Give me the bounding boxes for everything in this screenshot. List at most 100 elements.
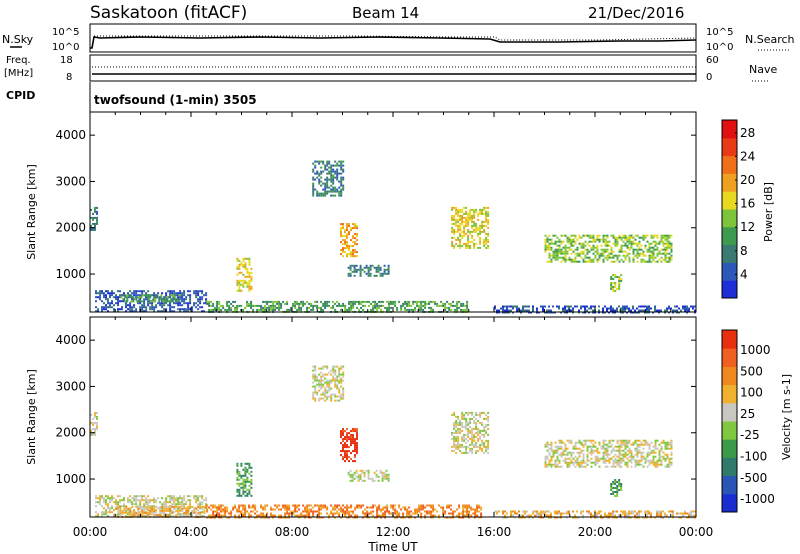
power-cell — [628, 238, 631, 241]
power-cell — [368, 304, 371, 307]
power-cell — [377, 266, 380, 269]
velocity-cell — [646, 465, 649, 468]
velocity-cell — [610, 457, 613, 460]
velocity-cell — [654, 451, 657, 454]
velocity-cell — [556, 457, 559, 460]
velocity-cell — [107, 503, 109, 506]
velocity-cell — [334, 383, 337, 386]
velocity-cell — [161, 497, 164, 500]
velocity-cell — [582, 453, 585, 456]
power-cell — [622, 254, 625, 257]
velocity-cell — [580, 451, 583, 454]
velocity-cell — [347, 471, 350, 474]
velocity-cell — [568, 451, 571, 454]
power-cell — [487, 234, 490, 237]
power-cell — [463, 234, 466, 237]
power-cell — [388, 300, 391, 303]
power-cell — [463, 242, 466, 245]
power-cell — [408, 308, 411, 311]
velocity-cell — [487, 441, 490, 444]
velocity-cell — [548, 447, 551, 450]
power-cell — [578, 242, 581, 245]
velocity-cell — [624, 447, 627, 450]
power-cell — [236, 265, 239, 268]
power-cell — [644, 236, 647, 239]
power-cell — [576, 254, 579, 257]
power-cell — [175, 294, 178, 297]
power-cell — [424, 302, 427, 305]
velocity-cell — [199, 501, 202, 504]
power-cell — [451, 214, 454, 217]
power-cell — [230, 306, 233, 309]
velocity-cell — [147, 513, 150, 516]
velocity-cell — [351, 477, 354, 480]
velocity-cell — [570, 459, 573, 462]
power-cell — [141, 292, 144, 295]
velocity-cell — [145, 503, 148, 506]
velocity-cell — [590, 461, 593, 464]
velocity-cell — [157, 507, 160, 510]
power-cell — [558, 305, 560, 308]
power-cell — [612, 254, 615, 257]
power-cell — [127, 304, 129, 307]
velocity-cell — [362, 510, 365, 513]
power-cell — [312, 308, 315, 311]
power-cell — [183, 290, 186, 293]
velocity-cell — [608, 461, 611, 464]
velocity-cell — [558, 445, 561, 448]
velocity-cell — [468, 506, 471, 509]
power-cell — [471, 226, 474, 229]
velocity-cell — [351, 479, 354, 482]
velocity-cell — [416, 508, 419, 511]
power-cell — [602, 307, 604, 310]
power-cell — [418, 308, 421, 311]
velocity-cell — [471, 431, 474, 434]
velocity-cell — [352, 436, 354, 439]
power-cell — [302, 304, 305, 307]
power-cell — [124, 294, 127, 297]
velocity-cell — [163, 507, 166, 510]
power-cell — [636, 252, 639, 255]
power-cell — [312, 192, 315, 195]
power-cell — [596, 252, 599, 255]
power-cell — [328, 166, 331, 169]
velocity-cell — [381, 471, 384, 474]
velocity-cell — [181, 513, 184, 516]
velocity-cell — [129, 507, 132, 510]
power-cell — [350, 304, 353, 307]
velocity-cell — [670, 443, 673, 446]
power-cell — [554, 250, 557, 253]
power-cell — [608, 256, 611, 259]
power-cell — [670, 258, 673, 261]
power-cell — [324, 184, 327, 187]
power-cell — [193, 292, 196, 295]
power-cell — [648, 242, 651, 245]
velocity-cell — [480, 512, 483, 515]
power-cell — [379, 266, 382, 269]
power-cell — [582, 252, 585, 255]
velocity-cell — [147, 501, 150, 504]
velocity-cell — [475, 425, 478, 428]
velocity-cell — [520, 514, 522, 517]
power-cell — [328, 178, 331, 181]
power-cell — [193, 290, 196, 293]
power-cell — [195, 306, 198, 309]
velocity-cell — [318, 385, 321, 388]
power-cell — [540, 305, 542, 308]
power-cell — [536, 307, 538, 310]
velocity-cell — [620, 439, 623, 442]
power-cell — [358, 300, 361, 303]
velocity-cell — [205, 499, 208, 502]
velocity-cell — [382, 512, 385, 515]
velocity-cell — [183, 497, 186, 500]
power-cell — [125, 306, 127, 309]
velocity-cell — [562, 459, 565, 462]
power-cell — [280, 302, 283, 305]
power-cell — [183, 292, 186, 295]
power-cell — [105, 304, 107, 307]
power-cell — [177, 304, 180, 307]
velocity-cell — [133, 495, 136, 498]
power-cell — [386, 306, 389, 309]
velocity-cell — [220, 506, 223, 509]
velocity-cell — [628, 514, 630, 517]
